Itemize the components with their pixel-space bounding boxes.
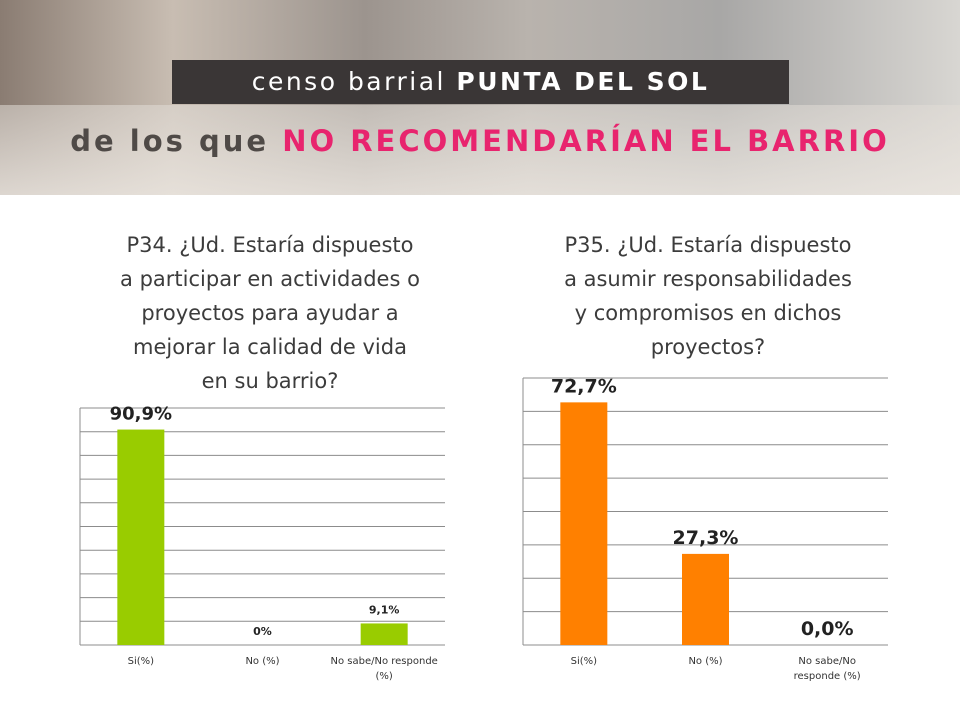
bar	[682, 553, 729, 645]
header-banner	[0, 0, 960, 195]
bar	[117, 429, 165, 645]
category-label: No (%)	[688, 656, 722, 667]
question-p34: P34. ¿Ud. Estaría dispuesto a participar…	[80, 228, 460, 398]
question-line: y compromisos en dichos	[574, 301, 842, 325]
bar	[360, 623, 408, 645]
category-label: Si(%)	[128, 656, 155, 667]
category-label: No sabe/No responde	[331, 656, 438, 667]
question-line: a asumir responsabilidades	[564, 267, 852, 291]
category-label: No (%)	[245, 656, 279, 667]
question-line: P35. ¿Ud. Estaría dispuesto	[564, 233, 852, 257]
page-subtitle: de los que NO RECOMENDARÍAN EL BARRIO	[0, 124, 960, 158]
question-line: mejorar la calidad de vida	[133, 335, 407, 359]
question-line: a participar en actividades o	[120, 267, 420, 291]
question-line: proyectos para ayudar a	[141, 301, 399, 325]
data-label: 72,7%	[551, 375, 617, 397]
category-label: No sabe/No	[798, 656, 856, 667]
censo-title-bold: PUNTA DEL SOL	[456, 67, 710, 96]
question-p35: P35. ¿Ud. Estaría dispuesto a asumir res…	[518, 228, 898, 364]
bar	[560, 402, 608, 645]
subtitle-highlight: NO RECOMENDARÍAN EL BARRIO	[282, 124, 890, 158]
category-label: (%)	[376, 671, 393, 682]
question-line: en su barrio?	[201, 369, 339, 393]
censo-title-regular: censo barrial	[251, 67, 446, 96]
category-label: responde (%)	[794, 671, 861, 682]
question-line: proyectos?	[650, 335, 766, 359]
data-label: 27,3%	[673, 527, 739, 549]
subtitle-regular: de los que	[70, 124, 270, 158]
data-label: 0%	[253, 625, 272, 638]
data-label: 9,1%	[369, 603, 400, 616]
question-line: P34. ¿Ud. Estaría dispuesto	[126, 233, 414, 257]
data-label: 90,9%	[110, 404, 172, 425]
censo-title: censo barrial PUNTA DEL SOL	[172, 60, 789, 104]
banner-fade	[0, 105, 960, 195]
category-label: Si(%)	[571, 656, 598, 667]
data-label: 0,0%	[801, 618, 854, 640]
title-band	[172, 60, 789, 104]
